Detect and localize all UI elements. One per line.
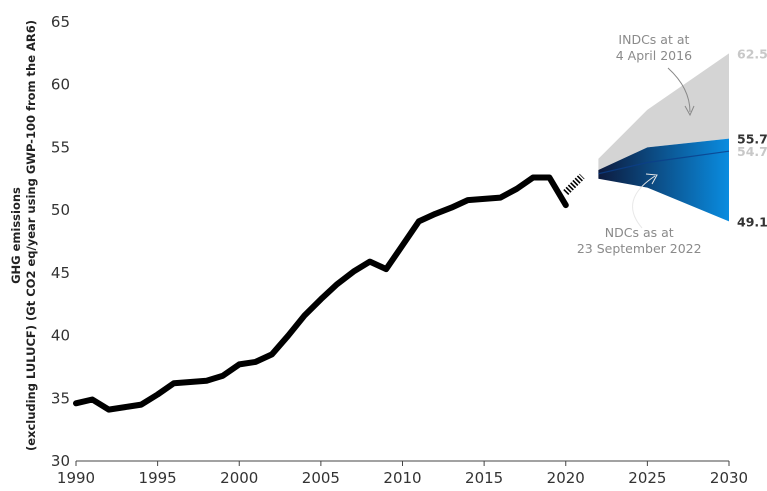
x-tick-label: 1990	[57, 469, 95, 487]
indc-arrow-line	[667, 67, 691, 113]
historical-emissions-line	[73, 174, 569, 413]
y-axis-title: GHG emissions (excluding LULUCF) (Gt CO2 …	[9, 20, 38, 451]
y-tick-label: 55	[51, 138, 70, 156]
ndc-arrow-line	[632, 175, 656, 229]
y-tick-label: 60	[51, 76, 70, 94]
x-tick-label: 2005	[302, 469, 340, 487]
ndc-band	[598, 138, 729, 222]
indc-arrow-head	[684, 105, 695, 117]
ndc-inner-line	[598, 150, 730, 175]
x-tick-label: 2015	[465, 469, 503, 487]
ndc-arrow-head	[645, 173, 658, 185]
recovery-dashed-line	[563, 173, 585, 196]
x-tick-label: 2030	[710, 469, 748, 487]
y-tick-label: 30	[51, 452, 70, 470]
y-tick-label: 40	[51, 327, 70, 345]
x-tick-label: 2020	[547, 469, 585, 487]
y-tick-label: 65	[51, 13, 70, 31]
end-value-label: 49.1	[737, 214, 767, 229]
ndc-annotation-line-2: 23 September 2022	[577, 241, 702, 256]
y-tick-label: 45	[51, 264, 70, 282]
axes: 1990 1995 2000 2005 2010 2015 2020 2025 2030 30 35…	[51, 13, 748, 487]
y-tick-label: 35	[51, 389, 70, 407]
x-tick-label: 1995	[139, 469, 177, 487]
projection-bands	[598, 53, 730, 222]
y-axis-title-line-1: GHG emissions	[9, 187, 23, 284]
y-axis-title-line-2: (excluding LULUCF) (Gt CO2 eq/year using…	[24, 20, 38, 451]
indc-annotation-line-2: 4 April 2016	[616, 48, 692, 63]
end-value-label: 54.7	[737, 144, 767, 159]
x-tick-label: 2010	[383, 469, 421, 487]
x-tick-label: 2000	[220, 469, 258, 487]
ndc-annotation-line-1: NDCs as at	[605, 225, 674, 240]
indc-annotation-line-1: INDCs at at	[618, 32, 689, 47]
emission-lines	[73, 173, 585, 413]
indc-band	[598, 53, 729, 173]
end-value-label: 55.7	[737, 132, 767, 147]
y-tick-label: 50	[51, 201, 70, 219]
x-tick-label: 2025	[628, 469, 666, 487]
end-value-label: 62.5	[737, 46, 767, 61]
